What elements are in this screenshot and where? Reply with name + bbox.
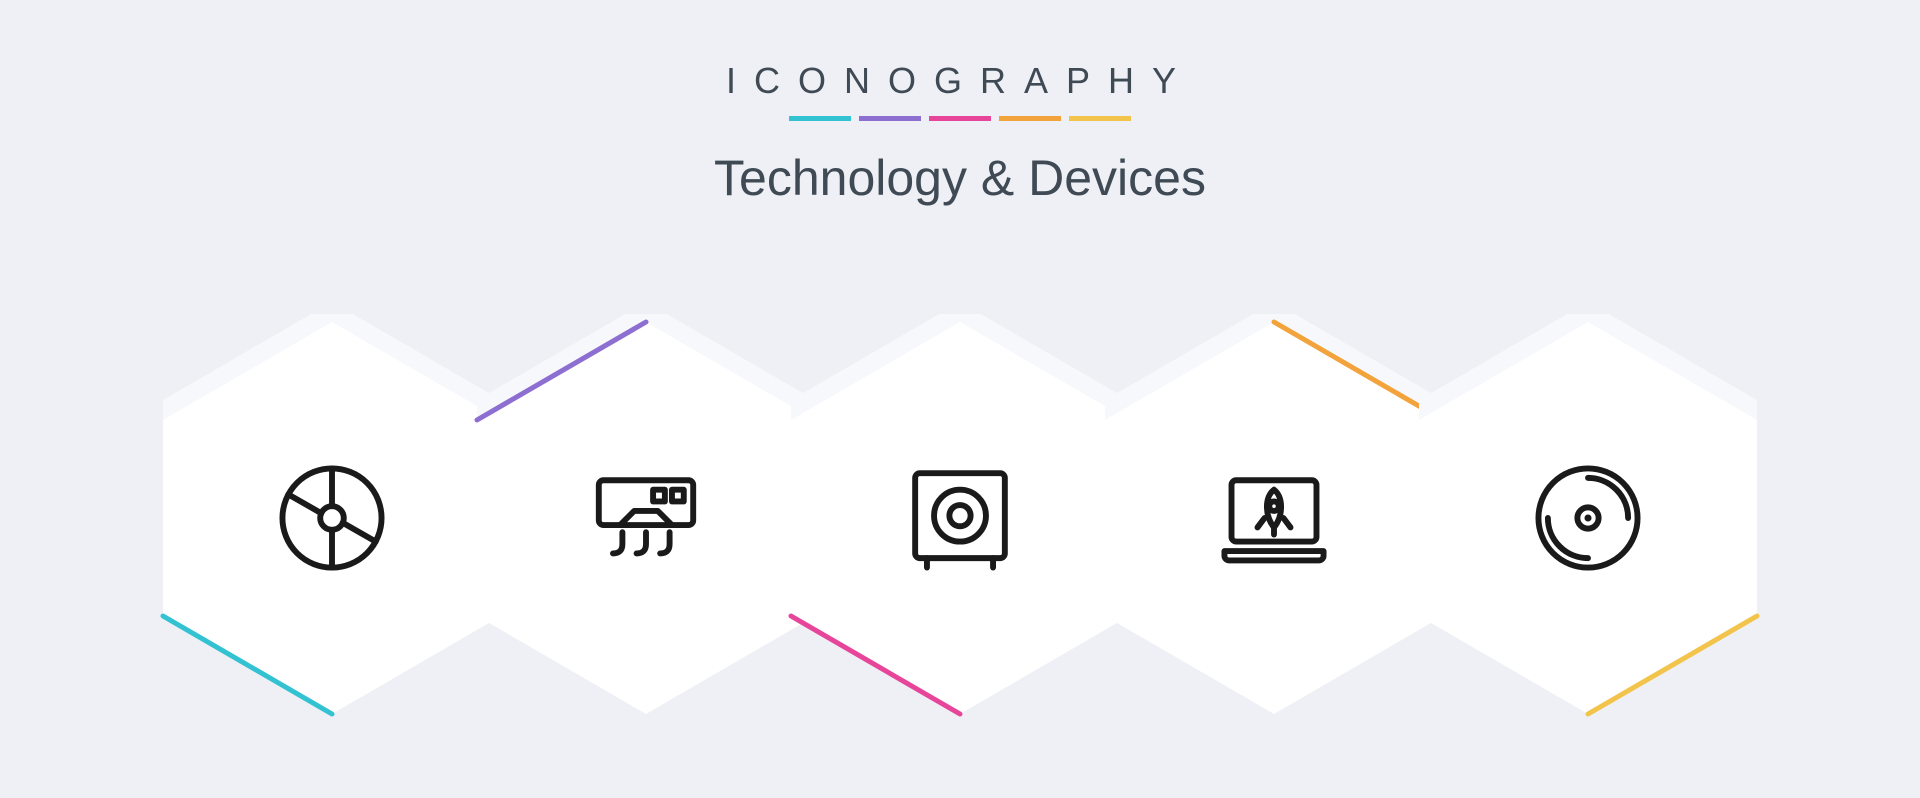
hex-tile-1	[155, 314, 509, 722]
accent-bar-4	[999, 116, 1061, 121]
hex-tile-5	[1411, 314, 1765, 722]
accent-bar-3	[929, 116, 991, 121]
accent-row	[0, 116, 1920, 121]
brand-title: ICONOGRAPHY	[0, 60, 1920, 102]
vinyl-record-icon	[1411, 314, 1765, 722]
pack-subtitle: Technology & Devices	[0, 149, 1920, 207]
hex-tile-4	[1097, 314, 1451, 722]
laptop-rocket-icon	[1097, 314, 1451, 722]
cd-disc-icon	[155, 314, 509, 722]
header: ICONOGRAPHY Technology & Devices	[0, 60, 1920, 207]
canvas: ICONOGRAPHY Technology & Devices	[0, 0, 1920, 798]
subwoofer-icon	[783, 314, 1137, 722]
air-conditioner-icon	[469, 314, 823, 722]
accent-bar-5	[1069, 116, 1131, 121]
accent-bar-1	[789, 116, 851, 121]
hex-row	[0, 278, 1920, 758]
accent-bar-2	[859, 116, 921, 121]
hex-tile-2	[469, 314, 823, 722]
hex-tile-3	[783, 314, 1137, 722]
